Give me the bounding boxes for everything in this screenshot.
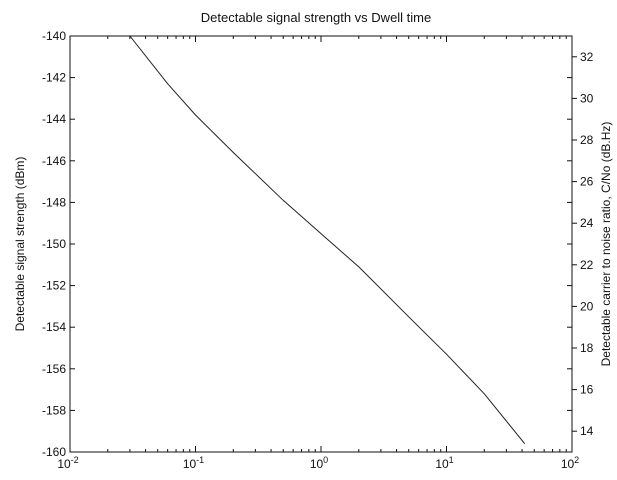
y2-tick-label: 20 [580, 299, 594, 313]
y-tick-label: -156 [42, 362, 66, 376]
y2-tick-label: 14 [580, 424, 594, 438]
y-tick-label: -152 [42, 279, 66, 293]
y2-tick-label: 28 [580, 133, 594, 147]
chart-title: Detectable signal strength vs Dwell time [201, 10, 432, 25]
series-line [129, 35, 526, 445]
y2-tick-label: 18 [580, 341, 594, 355]
x-tick-label: 101 [435, 455, 453, 471]
y2-tick-label: 24 [580, 216, 594, 230]
x-tick-label: 10-1 [183, 455, 204, 471]
y-tick-label: -148 [42, 195, 66, 209]
y-tick-label: -140 [42, 29, 66, 43]
y-tick-label: -142 [42, 71, 66, 85]
y-tick-label: -146 [42, 154, 66, 168]
y2-tick-label: 32 [580, 50, 594, 64]
y2-tick-label: 16 [580, 383, 594, 397]
y-tick-label: -150 [42, 237, 66, 251]
y-tick-label: -160 [42, 445, 66, 459]
ticks-layer [69, 35, 577, 453]
x-tick-label: 102 [561, 455, 579, 471]
y2-axis-label: Detectable carrier to noise ratio, C/No … [599, 122, 613, 367]
x-tick-label: 10-2 [57, 455, 78, 471]
y2-tick-label: 22 [580, 258, 594, 272]
tick-labels-layer: -140 -142 -144 -146 -148 -150 -152 -154 -156 -158… [42, 29, 594, 471]
x-tick-label: 100 [310, 455, 328, 471]
y-axis-label: Detectable signal strength (dBm) [13, 157, 27, 332]
y-tick-label: -144 [42, 112, 66, 126]
y-tick-label: -158 [42, 403, 66, 417]
y2-tick-label: 30 [580, 91, 594, 105]
plot-frame [69, 35, 573, 453]
y2-tick-label: 26 [580, 175, 594, 189]
y-tick-label: -154 [42, 320, 66, 334]
